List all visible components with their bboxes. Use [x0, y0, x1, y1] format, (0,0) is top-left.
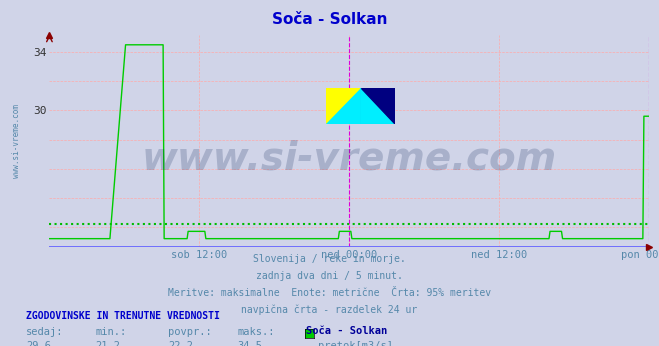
- Text: navpična črta - razdelek 24 ur: navpična črta - razdelek 24 ur: [241, 304, 418, 315]
- Text: sedaj:: sedaj:: [26, 327, 64, 337]
- Polygon shape: [326, 88, 360, 124]
- Text: pretok[m3/s]: pretok[m3/s]: [318, 341, 393, 346]
- Text: 21,2: 21,2: [96, 341, 121, 346]
- Text: Slovenija / reke in morje.: Slovenija / reke in morje.: [253, 254, 406, 264]
- Polygon shape: [326, 88, 360, 124]
- Text: maks.:: maks.:: [237, 327, 275, 337]
- Text: 29,6: 29,6: [26, 341, 51, 346]
- Text: Soča - Solkan: Soča - Solkan: [272, 12, 387, 27]
- Text: www.si-vreme.com: www.si-vreme.com: [12, 104, 21, 178]
- Text: 22,2: 22,2: [168, 341, 193, 346]
- Text: povpr.:: povpr.:: [168, 327, 212, 337]
- Text: ZGODOVINSKE IN TRENUTNE VREDNOSTI: ZGODOVINSKE IN TRENUTNE VREDNOSTI: [26, 311, 220, 321]
- Polygon shape: [360, 88, 395, 124]
- Text: zadnja dva dni / 5 minut.: zadnja dva dni / 5 minut.: [256, 271, 403, 281]
- Polygon shape: [360, 88, 395, 124]
- Polygon shape: [326, 88, 360, 124]
- Bar: [360, 88, 395, 124]
- Polygon shape: [326, 88, 360, 106]
- Polygon shape: [326, 106, 360, 124]
- Text: Soča - Solkan: Soča - Solkan: [306, 326, 387, 336]
- Text: 34,5: 34,5: [237, 341, 262, 346]
- Text: www.si-vreme.com: www.si-vreme.com: [142, 139, 557, 177]
- Text: Meritve: maksimalne  Enote: metrične  Črta: 95% meritev: Meritve: maksimalne Enote: metrične Črta…: [168, 288, 491, 298]
- Text: min.:: min.:: [96, 327, 127, 337]
- Bar: [326, 88, 360, 106]
